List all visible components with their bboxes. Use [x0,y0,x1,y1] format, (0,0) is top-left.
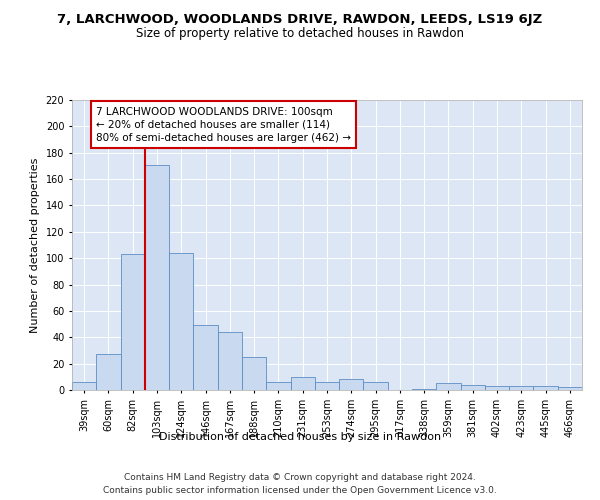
Bar [558,388,582,390]
Bar [145,164,169,390]
Bar [96,354,121,390]
Bar [242,357,266,390]
Text: Contains public sector information licensed under the Open Government Licence v3: Contains public sector information licen… [103,486,497,495]
Bar [290,377,315,390]
Bar [509,386,533,390]
Bar [193,326,218,390]
Text: 7 LARCHWOOD WOODLANDS DRIVE: 100sqm
← 20% of detached houses are smaller (114)
8: 7 LARCHWOOD WOODLANDS DRIVE: 100sqm ← 20… [96,106,351,143]
Bar [121,254,145,390]
Text: Contains HM Land Registry data © Crown copyright and database right 2024.: Contains HM Land Registry data © Crown c… [124,472,476,482]
Bar [169,253,193,390]
Bar [339,380,364,390]
Bar [436,384,461,390]
Bar [533,386,558,390]
Bar [485,386,509,390]
Y-axis label: Number of detached properties: Number of detached properties [30,158,40,332]
Text: Size of property relative to detached houses in Rawdon: Size of property relative to detached ho… [136,28,464,40]
Bar [412,388,436,390]
Text: 7, LARCHWOOD, WOODLANDS DRIVE, RAWDON, LEEDS, LS19 6JZ: 7, LARCHWOOD, WOODLANDS DRIVE, RAWDON, L… [58,12,542,26]
Bar [266,382,290,390]
Text: Distribution of detached houses by size in Rawdon: Distribution of detached houses by size … [159,432,441,442]
Bar [315,382,339,390]
Bar [218,332,242,390]
Bar [364,382,388,390]
Bar [461,384,485,390]
Bar [72,382,96,390]
